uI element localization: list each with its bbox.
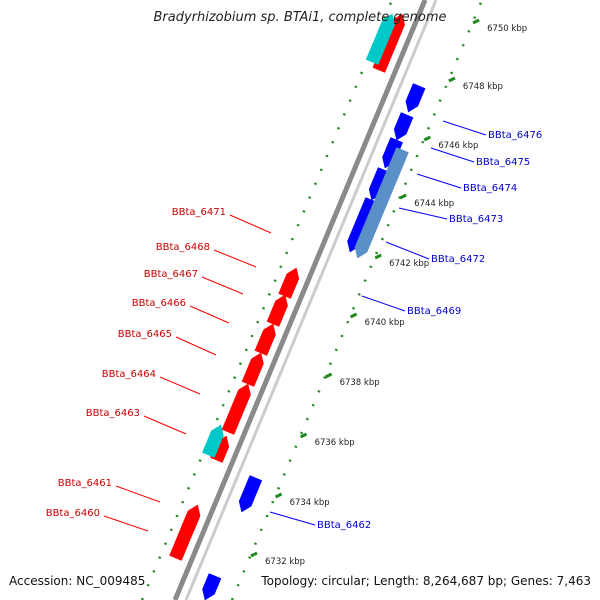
tick-mark	[399, 193, 407, 200]
gene-label-bbta-6462[interactable]: BBta_6462	[317, 520, 371, 531]
leader-line	[430, 147, 475, 163]
gene-label-bbta-6460[interactable]: BBta_6460	[46, 508, 100, 519]
gene-bbta-6475	[393, 112, 414, 141]
tick-dot-track	[140, 0, 484, 600]
tick-label: 6732 kbp	[265, 557, 305, 567]
leader-line	[416, 173, 462, 189]
leader-line	[159, 376, 201, 395]
tick-mark	[472, 18, 480, 25]
tick-label: 6748 kbp	[463, 82, 503, 92]
gene-label-bbta-6461[interactable]: BBta_6461	[58, 478, 112, 489]
tick-mark	[349, 312, 358, 319]
tick-mark	[274, 492, 283, 499]
tick-label: 6738 kbp	[340, 378, 380, 388]
genome-summary: Topology: circular; Length: 8,264,687 bp…	[261, 574, 591, 588]
gene-label-bbta-6473[interactable]: BBta_6473	[449, 214, 503, 225]
tick-label: 6744 kbp	[414, 199, 454, 209]
gene-bbta-6476	[405, 83, 426, 113]
leader-line	[442, 120, 487, 136]
leader-line	[213, 249, 257, 268]
genome-backbone	[172, 0, 438, 600]
tick-mark	[299, 432, 308, 439]
accession-label: Accession: NC_009485	[9, 574, 146, 588]
leader-line	[361, 295, 406, 312]
tick-label: 6742 kbp	[389, 259, 429, 269]
leader-line	[189, 305, 230, 324]
rna-feature-top	[365, 13, 395, 65]
gene-bbta-6472b	[354, 147, 409, 259]
tick-mark	[448, 76, 456, 83]
gene-label-bbta-6474[interactable]: BBta_6474	[463, 183, 517, 194]
backbone-outer	[172, 0, 428, 600]
tick-mark	[250, 551, 258, 558]
gene-label-bbta-6475[interactable]: BBta_6475	[476, 157, 530, 168]
gene-bbta-6466	[254, 323, 276, 356]
gene-label-bbta-6472[interactable]: BBta_6472	[431, 254, 485, 265]
leader-line	[229, 214, 272, 234]
leader-line	[269, 511, 316, 526]
leader-line	[201, 276, 244, 295]
tick-mark	[324, 372, 333, 379]
gene-bbta-6458	[202, 573, 222, 600]
tick-labels: 6732 kbp 6734 kbp 6736 kbp 6738 kbp 6740 kbp…	[250, 18, 527, 567]
tick-mark	[423, 135, 432, 142]
leader-line	[385, 241, 430, 260]
gene-features	[169, 13, 426, 600]
gene-bbta-6467	[266, 294, 288, 327]
tick-label: 6740 kbp	[365, 318, 405, 328]
gene-labels: BBta_6460 BBta_6461 BBta_6463 BBta_6464 BBta…	[46, 130, 542, 531]
gene-bbta-6468	[278, 267, 300, 299]
gene-label-bbta-6468[interactable]: BBta_6468	[156, 242, 210, 253]
gene-label-bbta-6476[interactable]: BBta_6476	[488, 130, 542, 141]
tick-track-left	[140, 0, 394, 600]
gene-bbta-6465	[241, 352, 264, 387]
gene-bbta-6462	[238, 475, 263, 513]
tick-label: 6750 kbp	[487, 24, 527, 34]
tick-label: 6736 kbp	[315, 438, 355, 448]
gene-label-bbta-6463[interactable]: BBta_6463	[86, 408, 140, 419]
gene-label-bbta-6465[interactable]: BBta_6465	[118, 329, 172, 340]
leader-line	[143, 415, 187, 435]
tick-label: 6734 kbp	[290, 498, 330, 508]
rna-feature	[202, 424, 224, 458]
gene-label-bbta-6464[interactable]: BBta_6464	[102, 369, 156, 380]
gene-bbta-6461	[181, 504, 201, 531]
leader-line	[115, 485, 161, 503]
leader-line	[103, 515, 149, 532]
leader-line	[175, 336, 217, 356]
gene-label-bbta-6469[interactable]: BBta_6469	[407, 306, 461, 317]
gene-label-bbta-6467[interactable]: BBta_6467	[144, 269, 198, 280]
genome-title: Bradyrhizobium sp. BTAi1, complete genom…	[153, 10, 447, 25]
label-leader-lines	[103, 120, 487, 532]
tick-mark	[374, 253, 382, 260]
gene-label-bbta-6471[interactable]: BBta_6471	[172, 207, 226, 218]
gene-bbta-6464	[221, 383, 251, 435]
backbone-inner	[184, 0, 438, 600]
tick-label: 6746 kbp	[438, 141, 478, 151]
tick-track-right	[230, 0, 484, 600]
leader-line	[398, 207, 448, 220]
gene-label-bbta-6466[interactable]: BBta_6466	[132, 298, 186, 309]
